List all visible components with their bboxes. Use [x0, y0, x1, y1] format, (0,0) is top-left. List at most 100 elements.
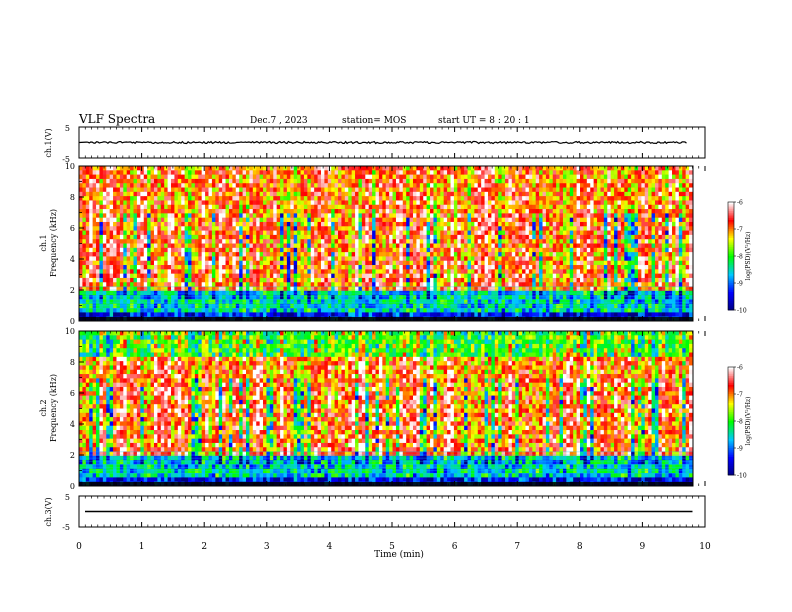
spectrogram-cell	[188, 209, 192, 214]
spectrogram-cell	[147, 247, 151, 253]
spectrogram-cell	[102, 234, 107, 240]
spectrogram-cell	[280, 265, 284, 270]
spectrogram-cell	[256, 277, 260, 283]
spectrogram-cell	[276, 273, 281, 279]
spectrogram-cell	[242, 178, 247, 184]
spectrogram-cell	[96, 239, 100, 244]
spectrogram-cell	[426, 273, 431, 279]
spectrogram-cell	[535, 260, 540, 266]
spectrogram-cell	[276, 260, 281, 266]
spectrogram-cell	[481, 256, 485, 262]
spectrogram-cell	[106, 277, 110, 283]
spectrogram-cell	[378, 243, 383, 249]
spectrogram-cell	[327, 273, 332, 279]
spectrogram-cell	[147, 174, 151, 180]
spectrogram-cell	[402, 230, 407, 236]
spectrogram-cell	[331, 217, 335, 223]
spectrogram-cell	[413, 191, 417, 197]
spectrogram-cell	[385, 239, 390, 244]
spectrogram-cell	[351, 256, 356, 262]
spectrogram-cell	[535, 166, 540, 171]
spectrogram-cell	[436, 277, 441, 283]
spectrogram-cell	[494, 295, 499, 300]
spectrogram-cell	[409, 230, 414, 236]
spectrogram-cell	[92, 273, 97, 279]
spectrogram-cell	[256, 230, 260, 236]
spectrogram-cell	[501, 286, 506, 292]
spectrogram-cell	[484, 308, 489, 313]
spectrogram-cell	[470, 234, 475, 240]
spectrogram-cell	[310, 226, 315, 231]
spectrogram-cell	[283, 303, 288, 309]
spectrogram-cell	[181, 273, 185, 279]
spectrogram-cell	[355, 183, 359, 188]
spectrogram-cell	[133, 252, 138, 257]
spectrogram-cell	[392, 295, 397, 300]
spectrogram-cell	[545, 265, 550, 270]
spectrogram-cell	[150, 178, 155, 184]
spectrogram-cell	[96, 265, 100, 270]
spectrogram-cell	[430, 196, 434, 201]
spectrogram-cell	[413, 170, 417, 175]
spectrogram-cell	[385, 260, 390, 266]
spectrogram-cell	[372, 174, 376, 180]
spectrogram-cell	[280, 295, 284, 300]
spectrogram-cell	[297, 187, 301, 193]
spectrogram-cell	[177, 221, 182, 227]
spectrogram-cell	[494, 200, 499, 206]
spectrogram-cell	[331, 226, 335, 231]
spectrogram-cell	[372, 196, 376, 201]
spectrogram-cell	[447, 269, 451, 274]
spectrogram-cell	[208, 217, 213, 223]
spectrogram-cell	[532, 239, 536, 244]
spectrogram-cell	[361, 277, 366, 283]
spectrogram-cell	[395, 178, 400, 184]
spectrogram-cell	[331, 295, 335, 300]
spectrogram-cell	[208, 178, 213, 184]
spectrogram-cell	[79, 265, 83, 270]
spectrogram-cell	[300, 234, 305, 240]
spectrogram-cell	[474, 213, 479, 218]
spectrogram-cell	[487, 226, 492, 231]
spectrogram-cell	[242, 239, 247, 244]
spectrogram-cell	[528, 277, 533, 283]
spectrogram-cell	[539, 234, 543, 240]
spectrogram-cell	[293, 191, 298, 197]
spectrogram-cell	[307, 273, 312, 279]
spectrogram-cell	[460, 252, 465, 257]
spectrogram-cell	[242, 256, 247, 262]
spectrogram-cell	[515, 273, 519, 279]
spectrogram-cell	[286, 239, 291, 244]
spectrogram-cell	[491, 166, 496, 171]
spectrogram-cell	[406, 221, 410, 227]
spectrogram-cell	[467, 273, 472, 279]
spectrogram-cell	[269, 174, 274, 180]
spectrogram-cell	[164, 213, 168, 218]
spectrogram-cell	[470, 286, 475, 292]
spectrogram-cell	[474, 252, 479, 257]
spectrogram-cell	[525, 286, 530, 292]
spectrogram-cell	[123, 273, 128, 279]
spectrogram-cell	[433, 213, 438, 218]
spectrogram-cell	[82, 226, 87, 231]
spectrogram-cell	[419, 204, 424, 210]
spectrogram-cell	[539, 256, 543, 262]
spectrogram-cell	[399, 269, 404, 274]
spectrogram-cell	[109, 273, 114, 279]
spectrogram-cell	[92, 295, 97, 300]
spectrogram-cell	[372, 178, 376, 184]
spectrogram-cell	[184, 295, 189, 300]
spectrogram-cell	[532, 265, 536, 270]
spectrogram-cell	[416, 204, 421, 210]
spectrogram-cell	[368, 191, 373, 197]
spectrogram-cell	[273, 269, 277, 274]
spectrogram-cell	[263, 295, 267, 300]
spectrogram-cell	[409, 170, 414, 175]
spectrogram-cell	[276, 191, 281, 197]
spectrogram-cell	[239, 239, 243, 244]
spectrogram-cell	[269, 308, 274, 313]
spectrogram-cell	[430, 308, 434, 313]
spectrogram-cell	[119, 265, 124, 270]
spectrogram-cell	[157, 204, 162, 210]
spectrogram-cell	[406, 200, 410, 206]
